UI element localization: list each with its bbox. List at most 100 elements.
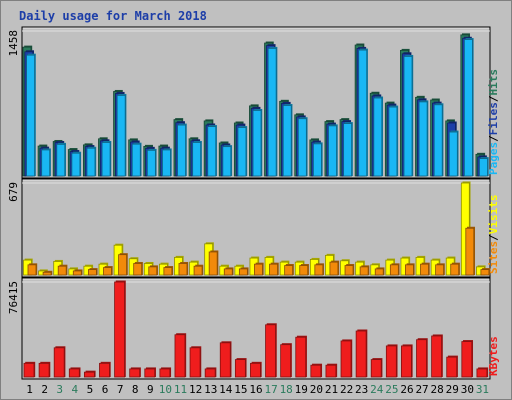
bar-pages-day-7: [116, 95, 126, 177]
bar-kbytes-day-18: [280, 344, 292, 378]
x-tick-label: 31: [476, 383, 489, 396]
bar-sites-day-6: [103, 267, 112, 276]
bar-pages-day-3: [56, 143, 66, 177]
bar-pages-day-17: [267, 48, 277, 177]
x-tick-label: 5: [87, 383, 94, 396]
bar-kbytes-day-5: [83, 371, 95, 378]
bar-sites-day-26: [405, 264, 414, 276]
bar-kbytes-day-19: [295, 336, 307, 378]
bar-sites-day-15: [238, 268, 248, 276]
bar-kbytes-day-25: [385, 345, 397, 378]
x-tick-label: 14: [219, 383, 233, 396]
x-tick-label: 9: [147, 383, 154, 396]
bar-sites-day-14: [223, 268, 233, 276]
bar-pages-day-16: [252, 110, 262, 177]
bar-pages-day-11: [177, 124, 186, 177]
bar-sites-day-28: [435, 264, 445, 276]
bar-pages-day-25: [388, 106, 398, 177]
bar-pages-day-23: [358, 49, 368, 177]
bar-kbytes-day-1: [23, 362, 35, 378]
bar-sites-day-9: [148, 266, 158, 276]
bar-kbytes-day-7: [114, 281, 125, 378]
x-tick-label: 7: [117, 383, 124, 396]
side-legend-item: Visits: [487, 195, 500, 235]
x-tick-label: 18: [280, 383, 293, 396]
x-tick-label: 23: [355, 383, 368, 396]
x-tick-label: 2: [41, 383, 48, 396]
bar-sites-day-17: [269, 263, 278, 276]
bar-kbytes-day-15: [234, 359, 246, 378]
bar-sites-day-2: [42, 271, 52, 276]
bar-pages-day-20: [313, 143, 322, 177]
y-max-label: 1458: [7, 30, 20, 57]
bar-sites-day-19: [299, 265, 309, 276]
x-tick-label: 24: [370, 383, 384, 396]
x-tick-label: 29: [446, 383, 459, 396]
bar-pages-day-4: [71, 152, 81, 177]
bar-pages-day-26: [403, 56, 413, 177]
bar-pages-day-29: [448, 131, 458, 177]
bar-kbytes-day-22: [340, 340, 352, 378]
x-tick-label: 22: [340, 383, 353, 396]
bar-kbytes-day-31: [476, 368, 488, 378]
bar-pages-day-14: [222, 146, 232, 177]
bar-kbytes-day-6: [99, 362, 110, 378]
bar-sites-day-25: [389, 264, 399, 276]
bar-kbytes-day-12: [189, 347, 201, 378]
bar-sites-day-1: [27, 264, 37, 276]
bar-pages-day-22: [343, 123, 353, 177]
bar-pages-day-28: [433, 104, 443, 177]
bar-pages-day-31: [479, 158, 488, 177]
x-tick-label: 1: [26, 383, 33, 396]
side-legend-item: /: [487, 95, 500, 102]
bar-kbytes-day-27: [416, 339, 427, 378]
x-tick-label: 8: [132, 383, 139, 396]
x-tick-label: 20: [310, 383, 323, 396]
bar-kbytes-day-2: [38, 362, 50, 378]
bar-kbytes-day-24: [370, 359, 382, 378]
bar-kbytes-day-9: [144, 368, 156, 378]
bar-kbytes-day-3: [53, 347, 65, 378]
bar-kbytes-day-14: [219, 342, 231, 378]
bar-sites-day-23: [359, 266, 369, 276]
bar-kbytes-day-28: [431, 335, 443, 378]
bar-pages-day-8: [131, 143, 141, 177]
y-max-label: 679: [7, 182, 20, 202]
x-tick-label: 16: [249, 383, 262, 396]
side-legend-item: Files: [487, 102, 500, 135]
bar-pages-day-6: [101, 142, 111, 177]
bar-pages-day-1: [26, 54, 36, 177]
bar-sites-day-10: [163, 267, 173, 276]
bar-sites-day-31: [480, 269, 490, 276]
x-tick-label: 19: [295, 383, 308, 396]
bar-pages-day-12: [192, 142, 202, 177]
y-max-label: 76415: [7, 281, 20, 314]
bar-sites-day-21: [329, 261, 339, 276]
side-legend-item: Hits: [487, 69, 500, 96]
bar-kbytes-day-29: [446, 356, 458, 378]
bar-sites-day-11: [178, 263, 188, 276]
bar-kbytes-day-26: [401, 345, 412, 378]
x-tick-label: 21: [325, 383, 338, 396]
bar-sites-day-24: [374, 268, 384, 276]
x-tick-label: 4: [72, 383, 79, 396]
bar-sites-day-20: [314, 264, 324, 276]
x-tick-label: 3: [56, 383, 63, 396]
bar-sites-day-4: [72, 270, 82, 276]
x-tick-label: 17: [264, 383, 277, 396]
bar-sites-day-29: [450, 263, 460, 276]
bar-pages-day-5: [86, 147, 96, 177]
bar-kbytes-day-17: [265, 324, 276, 378]
x-tick-label: 13: [204, 383, 217, 396]
bar-kbytes-day-11: [174, 334, 186, 378]
bar-pages-day-19: [297, 118, 307, 177]
bar-sites-day-5: [87, 269, 97, 276]
side-legend: KBytes: [487, 336, 500, 376]
bar-pages-day-9: [146, 149, 156, 177]
side-legend-item: /: [487, 234, 500, 241]
bar-kbytes-day-30: [461, 341, 473, 378]
bar-kbytes-day-20: [310, 364, 322, 378]
bar-kbytes-day-21: [325, 364, 337, 378]
